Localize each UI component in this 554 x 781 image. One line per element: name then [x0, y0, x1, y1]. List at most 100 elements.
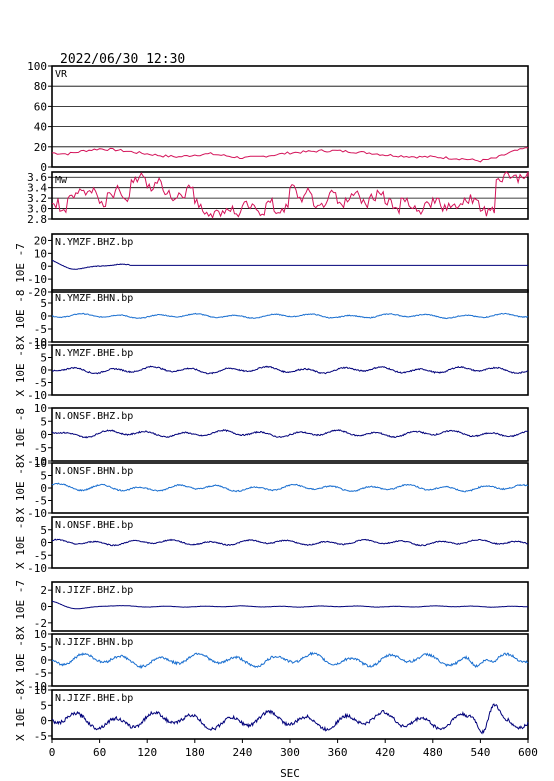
x-tick-label: 240 [232, 746, 252, 759]
panel-label: N.ONSF.BHE.bp [55, 520, 133, 531]
exponent-label: X 10E -8 [14, 688, 27, 741]
exponent-label: X 10E -8 [14, 634, 27, 687]
series-line [51, 600, 529, 610]
panel-label: VR [55, 69, 68, 80]
chart-panel: 3.63.43.23.02.8 Mw [27, 171, 529, 226]
y-tick-label: -2 [34, 617, 47, 630]
y-tick-label: 3.2 [27, 192, 47, 205]
y-tick-label: -5 [34, 323, 47, 336]
exponent-label: X 10E -8 [14, 344, 27, 397]
x-tick-label: 360 [328, 746, 348, 759]
y-tick-label: 10 [34, 339, 47, 352]
y-tick-label: 5 [40, 297, 47, 310]
panels: 100806040200VR3.63.43.23.02.8Mw20100-10-… [14, 60, 538, 759]
y-tick-label: 2 [40, 584, 47, 597]
y-tick-label: 5 [40, 641, 47, 654]
y-tick-label: 3.6 [27, 171, 47, 184]
y-tick-label: 10 [34, 402, 47, 415]
y-tick-label: 0 [40, 310, 47, 323]
y-tick-label: 100 [27, 60, 47, 73]
x-tick-label: 0 [49, 746, 56, 759]
y-tick-label: 60 [34, 100, 47, 113]
y-tick-label: 10 [34, 628, 47, 641]
x-axis-label: SEC [280, 767, 300, 780]
exponent-label: X 10E -8 [14, 408, 27, 461]
series-line [51, 260, 528, 270]
exponent-label: 10E -7 [14, 243, 27, 283]
y-tick-label: 20 [34, 141, 47, 154]
chart-panel: 50-5-10 N.ONSF.BHE.bp X 10E -8 [14, 516, 529, 575]
y-tick-label: 10 [34, 457, 47, 470]
y-tick-label: 5 [40, 415, 47, 428]
y-tick-label: -5 [34, 377, 47, 390]
y-tick-label: -10 [27, 680, 47, 693]
y-tick-label: 0 [40, 482, 47, 495]
series-line [51, 171, 529, 220]
y-tick-label: 0 [40, 601, 47, 614]
y-tick-label: 0 [40, 537, 47, 550]
y-tick-label: 0 [40, 654, 47, 667]
exponent-label: X 10E -8 [14, 462, 27, 515]
x-tick-label: 420 [375, 746, 395, 759]
panel-label: N.JIZF.BHN.bp [55, 637, 133, 648]
y-tick-label: 10 [34, 247, 47, 260]
x-tick-label: 120 [137, 746, 157, 759]
series-line [51, 703, 529, 735]
exponent-label: X 10E -8 [14, 290, 27, 343]
panel-label: N.JIZF.BHZ.bp [55, 585, 133, 596]
x-tick-label: 600 [518, 746, 538, 759]
panel-label: Mw [55, 175, 68, 186]
series-line [51, 651, 529, 669]
y-tick-label: -5 [34, 730, 47, 743]
series-line [51, 365, 529, 375]
panel-label: N.YMZF.BHE.bp [55, 348, 133, 359]
chart-panel: 2 0 -2 N.JIZF.BHZ.bp X 10E -7 [14, 580, 529, 633]
y-tick-label: 20 [34, 234, 47, 247]
series-line [51, 429, 529, 439]
x-tick-label: 540 [470, 746, 490, 759]
panel-label: N.JIZF.BHE.bp [55, 693, 133, 704]
y-tick-label: 2.8 [27, 213, 47, 226]
y-tick-label: -5 [34, 442, 47, 455]
x-tick-label: 300 [280, 746, 300, 759]
y-tick-label: -20 [27, 286, 47, 299]
y-tick-label: 0 [40, 260, 47, 273]
y-tick-label: -10 [27, 507, 47, 520]
x-tick-label: 180 [185, 746, 205, 759]
y-tick-label: 5 [40, 699, 47, 712]
y-tick-label: -5 [34, 495, 47, 508]
y-tick-label: -10 [27, 562, 47, 575]
chart-panel: 10 5 0 -5 N.JIZF.BHE.bp X 10E -8 [14, 684, 529, 743]
y-tick-label: 80 [34, 80, 47, 93]
panel-label: N.YMZF.BHZ.bp [55, 237, 133, 248]
y-tick-label: -10 [27, 336, 47, 349]
y-tick-label: -10 [27, 455, 47, 468]
panel-label: N.ONSF.BHZ.bp [55, 411, 133, 422]
y-tick-label: 0 [40, 161, 47, 174]
y-tick-label: 0 [40, 429, 47, 442]
y-tick-label: 40 [34, 121, 47, 134]
y-tick-label: -5 [34, 549, 47, 562]
x-tick-label: 480 [423, 746, 443, 759]
series-line [52, 147, 529, 163]
series-line [51, 482, 529, 493]
y-tick-label: 3.4 [27, 182, 47, 195]
y-tick-label: 10 [34, 684, 47, 697]
panel-frame [51, 171, 529, 220]
chart-panel: 50-5-10 N.YMZF.BHN.bp X 10E -8 [14, 289, 529, 349]
chart-panel: 100 80 60 40 20 0 VR [27, 60, 529, 174]
y-tick-label: 0 [40, 715, 47, 728]
panel-label: N.YMZF.BHN.bp [55, 293, 133, 304]
y-tick-label: -10 [27, 273, 47, 286]
panel-frame [51, 233, 529, 293]
y-tick-label: 5 [40, 352, 47, 365]
series-line [51, 538, 529, 547]
exponent-label: X 10E -8 [14, 516, 27, 569]
y-tick-label: 3.0 [27, 203, 47, 216]
